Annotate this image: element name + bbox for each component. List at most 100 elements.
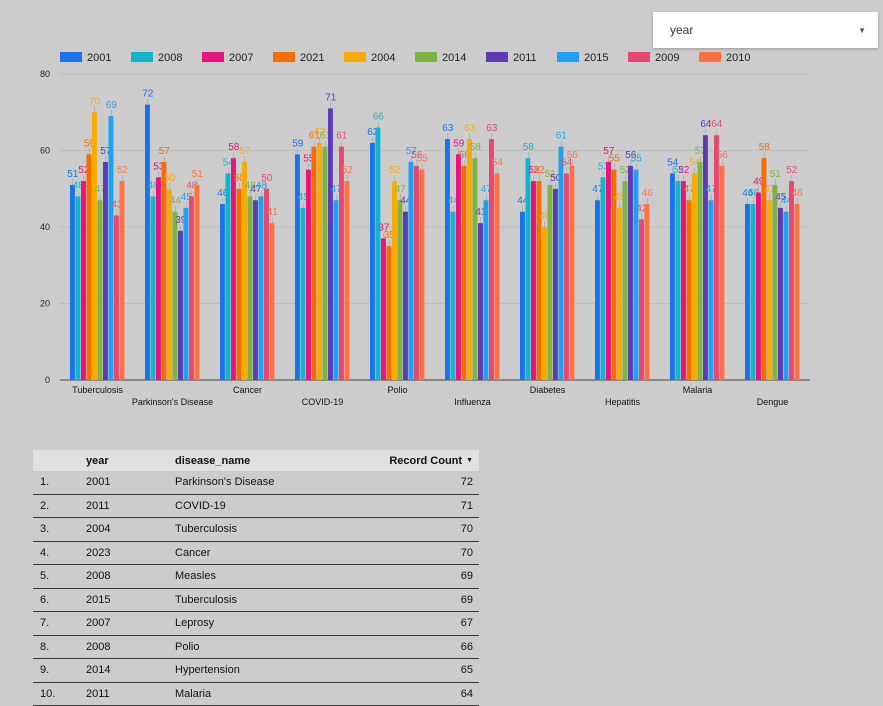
bar bbox=[536, 181, 542, 380]
bar bbox=[108, 116, 114, 380]
table-row[interactable]: 6. 2015 Tuberculosis 69 bbox=[33, 588, 479, 612]
year-filter-dropdown[interactable]: year ▼ bbox=[653, 12, 878, 48]
table-row[interactable]: 4. 2023 Cancer 70 bbox=[33, 541, 479, 565]
row-record-count: 69 bbox=[355, 564, 479, 589]
bar bbox=[767, 200, 772, 380]
row-index: 3. bbox=[33, 517, 86, 542]
table-header-row: year disease_name Record Count ▼ bbox=[33, 450, 479, 471]
legend-swatch bbox=[344, 52, 366, 62]
bar-value-label: 69 bbox=[106, 100, 118, 111]
bar bbox=[644, 204, 650, 380]
bar bbox=[70, 184, 75, 380]
bar-value-label: 52 bbox=[534, 165, 546, 176]
table-row[interactable]: 1. 2001 Parkinson's Disease 72 bbox=[33, 471, 479, 495]
bar-value-label: 58 bbox=[228, 142, 240, 153]
bar bbox=[375, 127, 381, 380]
x-category-label: Influenza bbox=[454, 397, 491, 407]
header-disease-name[interactable]: disease_name bbox=[175, 450, 355, 471]
y-tick-label: 60 bbox=[40, 146, 50, 156]
header-index bbox=[33, 450, 86, 471]
table-row[interactable]: 10. 2011 Malaria 64 bbox=[33, 682, 479, 706]
bar bbox=[692, 173, 697, 380]
row-year: 2014 bbox=[86, 658, 175, 683]
bar-value-label: 54 bbox=[561, 157, 573, 168]
bar-value-label: 56 bbox=[625, 150, 637, 161]
legend-swatch bbox=[557, 52, 579, 62]
bar bbox=[569, 165, 575, 380]
bar-value-label: 46 bbox=[748, 188, 760, 199]
bar bbox=[258, 196, 264, 380]
bar-value-label: 53 bbox=[153, 161, 165, 172]
bar bbox=[269, 223, 275, 380]
bar bbox=[81, 181, 86, 380]
bar bbox=[75, 196, 81, 380]
table-row[interactable]: 9. 2014 Hypertension 65 bbox=[33, 658, 479, 683]
bar-value-label: 55 bbox=[631, 154, 643, 165]
bar-value-label: 64 bbox=[711, 119, 723, 130]
bar-value-label: 57 bbox=[695, 146, 707, 157]
row-index: 7. bbox=[33, 611, 86, 636]
bar-value-label: 47 bbox=[250, 184, 262, 195]
header-record-count[interactable]: Record Count ▼ bbox=[355, 450, 479, 471]
bar-value-label: 62 bbox=[314, 127, 326, 138]
row-index: 1. bbox=[33, 471, 86, 495]
table-row[interactable]: 5. 2008 Measles 69 bbox=[33, 564, 479, 589]
bar-value-label: 54 bbox=[667, 157, 679, 168]
row-disease-name: Cancer bbox=[175, 541, 355, 565]
bar bbox=[92, 112, 97, 380]
row-year: 2015 bbox=[86, 588, 175, 612]
bar bbox=[408, 161, 414, 380]
bar-value-label: 52 bbox=[620, 165, 632, 176]
bar-value-label: 59 bbox=[292, 138, 304, 149]
bar-value-label: 47 bbox=[764, 184, 776, 195]
bar bbox=[483, 200, 489, 380]
bar bbox=[670, 173, 675, 380]
bar bbox=[370, 142, 375, 380]
row-year: 2004 bbox=[86, 517, 175, 542]
x-category-label: COVID-19 bbox=[302, 397, 344, 407]
bar bbox=[525, 158, 531, 380]
bar bbox=[86, 154, 92, 380]
bar-value-label: 52 bbox=[78, 165, 90, 176]
bar bbox=[97, 200, 103, 380]
bar-value-label: 44 bbox=[781, 196, 793, 207]
bar-value-label: 46 bbox=[742, 188, 754, 199]
year-filter-label: year bbox=[670, 23, 694, 37]
bar bbox=[633, 169, 639, 380]
bar bbox=[494, 173, 500, 380]
row-year: 2001 bbox=[86, 471, 175, 495]
row-disease-name: COVID-19 bbox=[175, 494, 355, 518]
bar-value-label: 57 bbox=[159, 146, 171, 157]
bar-value-label: 51 bbox=[67, 169, 79, 180]
bar-value-label: 54 bbox=[492, 157, 504, 168]
bar-value-label: 45 bbox=[298, 192, 310, 203]
bar-value-label: 57 bbox=[239, 146, 251, 157]
bar bbox=[681, 181, 686, 380]
bar-value-label: 55 bbox=[609, 154, 621, 165]
bar-value-label: 52 bbox=[528, 165, 540, 176]
x-category-label: Polio bbox=[387, 385, 407, 395]
table-row[interactable]: 7. 2007 Leprosy 67 bbox=[33, 611, 479, 636]
bar-value-label: 48 bbox=[245, 180, 257, 191]
table-row[interactable]: 3. 2004 Tuberculosis 70 bbox=[33, 517, 479, 542]
sort-desc-icon: ▼ bbox=[466, 457, 473, 465]
table-row[interactable]: 2. 2011 COVID-19 71 bbox=[33, 494, 479, 518]
table-row[interactable]: 8. 2008 Polio 66 bbox=[33, 635, 479, 659]
bar bbox=[794, 204, 800, 380]
bar bbox=[189, 196, 194, 380]
row-index: 6. bbox=[33, 588, 86, 612]
bar-value-label: 40 bbox=[539, 211, 551, 222]
bar bbox=[220, 204, 225, 380]
bar-value-label: 47 bbox=[395, 184, 407, 195]
legend-swatch bbox=[60, 52, 82, 62]
bar-value-label: 50 bbox=[261, 173, 273, 184]
bar bbox=[119, 181, 125, 380]
bar bbox=[617, 207, 622, 380]
bar-value-label: 47 bbox=[95, 184, 107, 195]
bar-value-label: 54 bbox=[223, 157, 235, 168]
legend-label: 2001 bbox=[87, 52, 111, 64]
bar-value-label: 61 bbox=[556, 131, 568, 142]
bar-value-label: 61 bbox=[336, 131, 348, 142]
header-year[interactable]: year bbox=[86, 450, 175, 471]
legend-label: 2004 bbox=[371, 52, 395, 64]
